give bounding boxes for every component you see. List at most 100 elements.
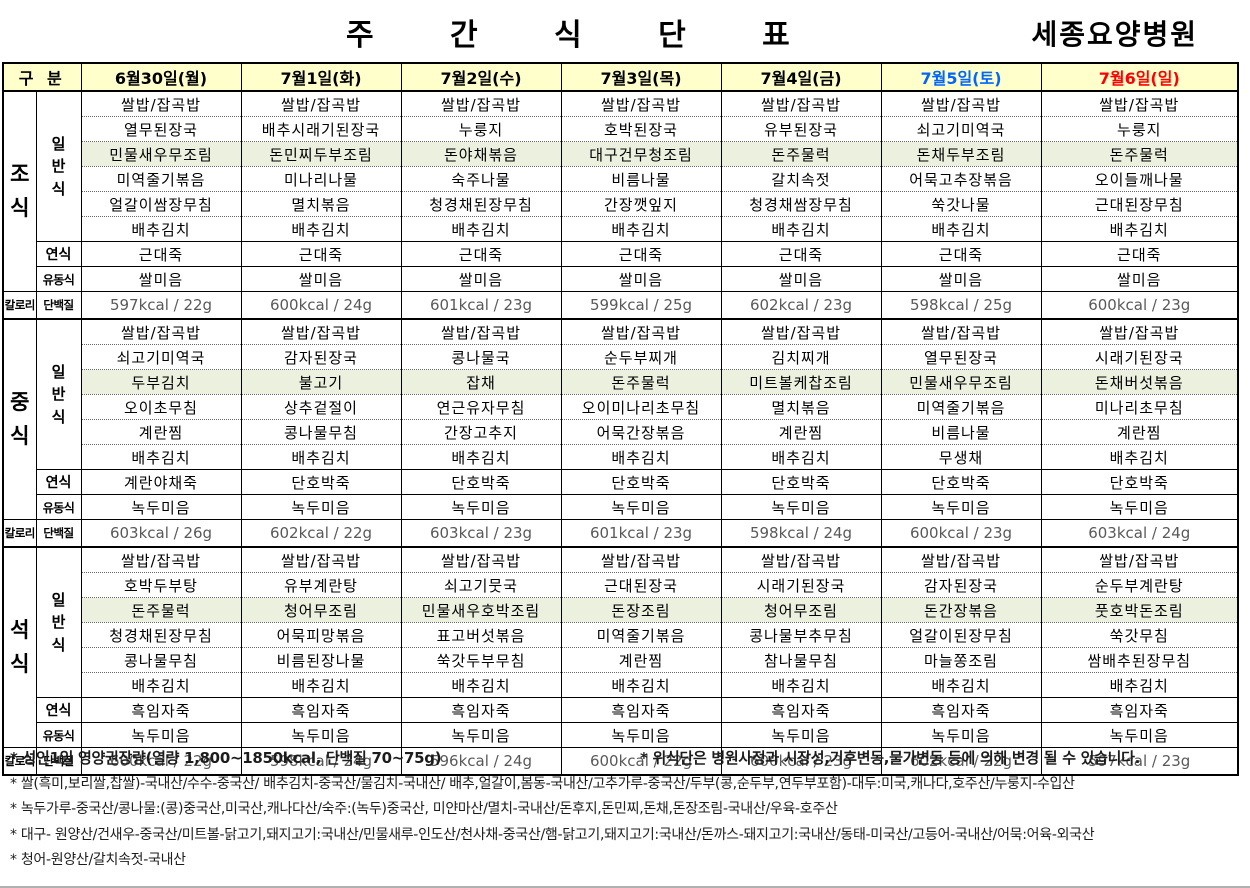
liquid-diet-cell: 녹두미음	[240, 722, 402, 748]
menu-cell: 비름된장나물	[240, 647, 402, 673]
nutrition-cell: 603kcal / 23g	[400, 519, 562, 547]
menu-cell: 얼갈이된장무침	[880, 622, 1042, 648]
meal-plan-table: 구 분 6월30일(월) 7월1일(화) 7월2일(수) 7월3일(목) 7월4일(금) 7…	[2, 62, 1239, 776]
corner-header: 구 분	[2, 63, 82, 92]
soft-diet-cell: 단호박죽	[240, 469, 402, 495]
liquid-diet-cell: 녹두미음	[560, 494, 722, 520]
menu-cell: 어묵피망볶음	[240, 622, 402, 648]
menu-cell: 누룽지	[400, 116, 562, 142]
menu-cell: 유부계란탕	[240, 572, 402, 598]
nutrition-cell: 603kcal / 24g	[1040, 519, 1239, 547]
menu-cell: 배추김치	[720, 444, 882, 470]
footnotes: * 성인1일 영양권장량(열량 1,800~1850kcal, 단백질 70~7…	[10, 746, 1242, 874]
protein-label: 단백질	[35, 291, 82, 319]
soft-diet-cell: 흑임자죽	[1040, 697, 1239, 723]
protein-label: 단백질	[35, 519, 82, 547]
menu-cell: 배추김치	[80, 216, 242, 242]
menu-cell: 숙주나물	[400, 166, 562, 192]
main-dish-cell: 불고기	[240, 369, 402, 395]
menu-cell: 유부된장국	[720, 116, 882, 142]
nutrition-cell: 599kcal / 25g	[560, 291, 722, 319]
note-recommended-intake: * 성인1일 영양권장량(열량 1,800~1850kcal, 단백질 70~7…	[10, 746, 1242, 772]
soft-diet-cell: 단호박죽	[560, 469, 722, 495]
menu-cell: 계란찜	[560, 647, 722, 673]
nutrition-cell: 600kcal / 24g	[240, 291, 402, 319]
menu-cell: 쌀밥/잡곡밥	[1040, 318, 1239, 345]
menu-cell: 오이미나리초무침	[560, 394, 722, 420]
menu-cell: 콩나물무침	[240, 419, 402, 445]
soft-diet-cell: 근대죽	[240, 241, 402, 267]
soft-diet-cell: 흑임자죽	[720, 697, 882, 723]
diet-type-label: 연식	[35, 697, 82, 723]
nutrition-cell: 602kcal / 22g	[240, 519, 402, 547]
nutrition-cell: 603kcal / 26g	[80, 519, 242, 547]
nutrition-cell: 597kcal / 23g	[1040, 747, 1239, 775]
page-title: 주 간 식 단 표	[346, 18, 823, 53]
menu-cell: 호박된장국	[560, 116, 722, 142]
menu-cell: 미역줄기볶음	[560, 622, 722, 648]
day-header: 7월4일(금)	[720, 63, 882, 92]
main-dish-cell: 돈채두부조림	[880, 141, 1042, 167]
soft-diet-cell: 근대죽	[880, 241, 1042, 267]
liquid-diet-cell: 녹두미음	[720, 722, 882, 748]
nutrition-cell: 598kcal / 24g	[720, 519, 882, 547]
liquid-diet-cell: 녹두미음	[240, 494, 402, 520]
liquid-diet-cell: 녹두미음	[720, 494, 882, 520]
diet-type-label: 유동식	[35, 266, 82, 292]
menu-cell: 쌀밥/잡곡밥	[720, 546, 882, 573]
diet-type-label: 유동식	[35, 722, 82, 748]
menu-cell: 근대된장무침	[1040, 191, 1239, 217]
menu-cell: 표고버섯볶음	[400, 622, 562, 648]
soft-diet-cell: 흑임자죽	[400, 697, 562, 723]
main-dish-cell: 청어무조림	[240, 597, 402, 623]
menu-cell: 쌀밥/잡곡밥	[880, 318, 1042, 345]
day-header: 7월3일(목)	[560, 63, 722, 92]
menu-cell: 배추김치	[560, 216, 722, 242]
menu-cell: 갈치속젓	[720, 166, 882, 192]
nutrition-cell: 597kcal / 22g	[80, 291, 242, 319]
menu-cell: 오이들깨나물	[1040, 166, 1239, 192]
soft-diet-cell: 흑임자죽	[80, 697, 242, 723]
menu-cell: 쌀밥/잡곡밥	[240, 318, 402, 345]
menu-cell: 호박두부탕	[80, 572, 242, 598]
note-disclaimer: * 위식단은 병원사정과 시장성,기후변동,물가변동 등에 의해 변경 될 수 …	[640, 749, 1141, 767]
menu-cell: 배추시래기된장국	[240, 116, 402, 142]
main-dish-cell: 돈민찌두부조림	[240, 141, 402, 167]
nutrition-cell: 601kcal / 23g	[560, 519, 722, 547]
menu-cell: 배추김치	[240, 444, 402, 470]
main-dish-cell: 돈간장볶음	[880, 597, 1042, 623]
liquid-diet-cell: 쌀미음	[720, 266, 882, 292]
main-dish-cell: 청어무조림	[720, 597, 882, 623]
menu-cell: 배추김치	[720, 216, 882, 242]
menu-cell: 계란찜	[720, 419, 882, 445]
menu-cell: 순두부찌개	[560, 344, 722, 370]
day-header: 7월1일(화)	[240, 63, 402, 92]
menu-cell: 쌀밥/잡곡밥	[880, 90, 1042, 117]
calorie-label: 칼로리	[2, 519, 37, 547]
main-dish-cell: 돈주물럭	[1040, 141, 1239, 167]
menu-cell: 쑥갓나물	[880, 191, 1042, 217]
soft-diet-cell: 흑임자죽	[880, 697, 1042, 723]
menu-cell: 배추김치	[880, 216, 1042, 242]
nutrition-cell: 600kcal / 23g	[880, 519, 1042, 547]
soft-diet-cell: 단호박죽	[880, 469, 1042, 495]
menu-cell: 간장깻잎지	[560, 191, 722, 217]
soft-diet-cell: 근대죽	[1040, 241, 1239, 267]
calorie-label: 칼로리	[2, 747, 37, 775]
liquid-diet-cell: 녹두미음	[400, 494, 562, 520]
main-dish-cell: 돈주물럭	[560, 369, 722, 395]
menu-cell: 쌀밥/잡곡밥	[80, 318, 242, 345]
nutrition-cell: 596kcal / 24g	[400, 747, 562, 775]
nutrition-cell: 598kcal / 25g	[880, 291, 1042, 319]
menu-cell: 쌈배추된장무침	[1040, 647, 1239, 673]
menu-cell: 열무된장국	[880, 344, 1042, 370]
liquid-diet-cell: 녹두미음	[80, 722, 242, 748]
menu-cell: 오이초무침	[80, 394, 242, 420]
menu-cell: 시래기된장국	[1040, 344, 1239, 370]
